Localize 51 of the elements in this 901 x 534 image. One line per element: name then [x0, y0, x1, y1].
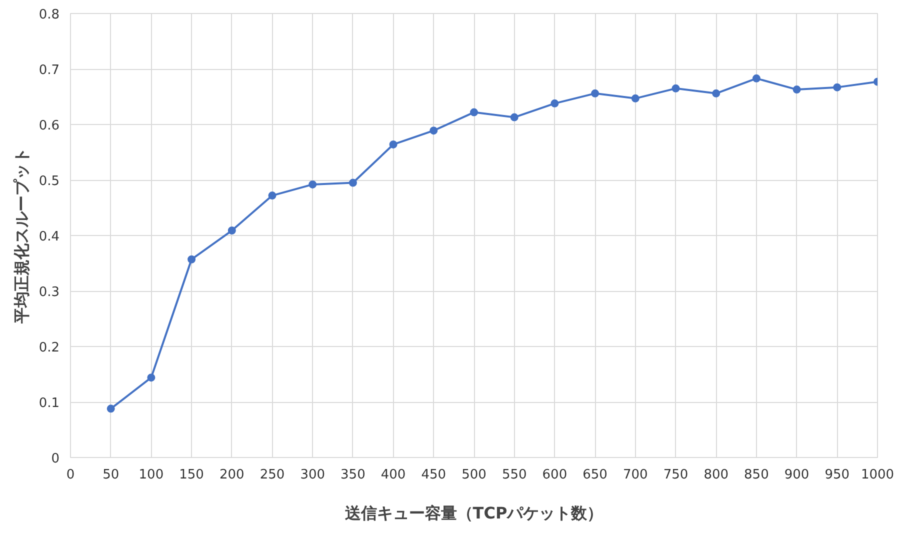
point	[430, 126, 438, 135]
y-tick-label: 0.5	[38, 174, 60, 189]
y-tick-label: 0.1	[38, 396, 60, 411]
x-tick-label: 50	[102, 468, 120, 482]
x-tick-label: 600	[542, 468, 568, 482]
point	[228, 226, 236, 234]
y-tick-label: 0.4	[38, 230, 60, 244]
point	[591, 89, 600, 98]
point	[792, 86, 801, 94]
x-tick-label: 300	[300, 468, 326, 482]
x-tick-label: 100	[138, 468, 164, 482]
x-tick-label: 850	[744, 468, 769, 482]
x-tick-label: 500	[462, 468, 486, 482]
x-tick-label: 800	[704, 468, 729, 482]
y-tick-label: 0	[51, 452, 60, 466]
x-tick-label: 950	[824, 468, 850, 482]
point	[752, 74, 760, 82]
point	[833, 83, 842, 92]
point	[631, 94, 640, 102]
x-tick-label: 0	[66, 468, 75, 482]
x-axis-title: 送信キュー容量（TCPパケット数）	[344, 504, 604, 522]
point	[188, 255, 196, 264]
y-tick-label: 0.8	[38, 8, 60, 22]
y-tick-label: 0.6	[38, 118, 60, 134]
x-tick-label: 650	[582, 468, 608, 482]
x-tick-label: 200	[219, 468, 244, 482]
y-tick-label: 0.3	[38, 285, 60, 300]
x-tick-label: 700	[622, 468, 648, 482]
y-tick-label: 0.7	[38, 63, 60, 78]
point	[147, 374, 156, 382]
point	[712, 89, 720, 98]
x-tick-label: 1000	[860, 468, 894, 482]
y-axis-title: 平均正規化スループット	[12, 148, 31, 324]
point	[106, 404, 115, 413]
point	[550, 99, 559, 108]
x-tick-label: 550	[502, 468, 527, 482]
x-tick-label: 450	[421, 468, 446, 482]
point	[348, 178, 357, 187]
x-tick-label: 400	[380, 468, 406, 482]
x-tick-label: 350	[340, 468, 366, 482]
point	[510, 113, 518, 122]
point	[389, 140, 398, 148]
x-tick-label: 750	[663, 468, 688, 482]
point	[268, 192, 276, 200]
point	[672, 84, 680, 92]
x-tick-label: 250	[260, 468, 285, 482]
point	[470, 108, 478, 116]
x-tick-label: 150	[179, 468, 204, 482]
y-tick-label: 0.2	[38, 340, 60, 356]
x-tick-label: 900	[784, 468, 810, 482]
point	[308, 180, 317, 188]
